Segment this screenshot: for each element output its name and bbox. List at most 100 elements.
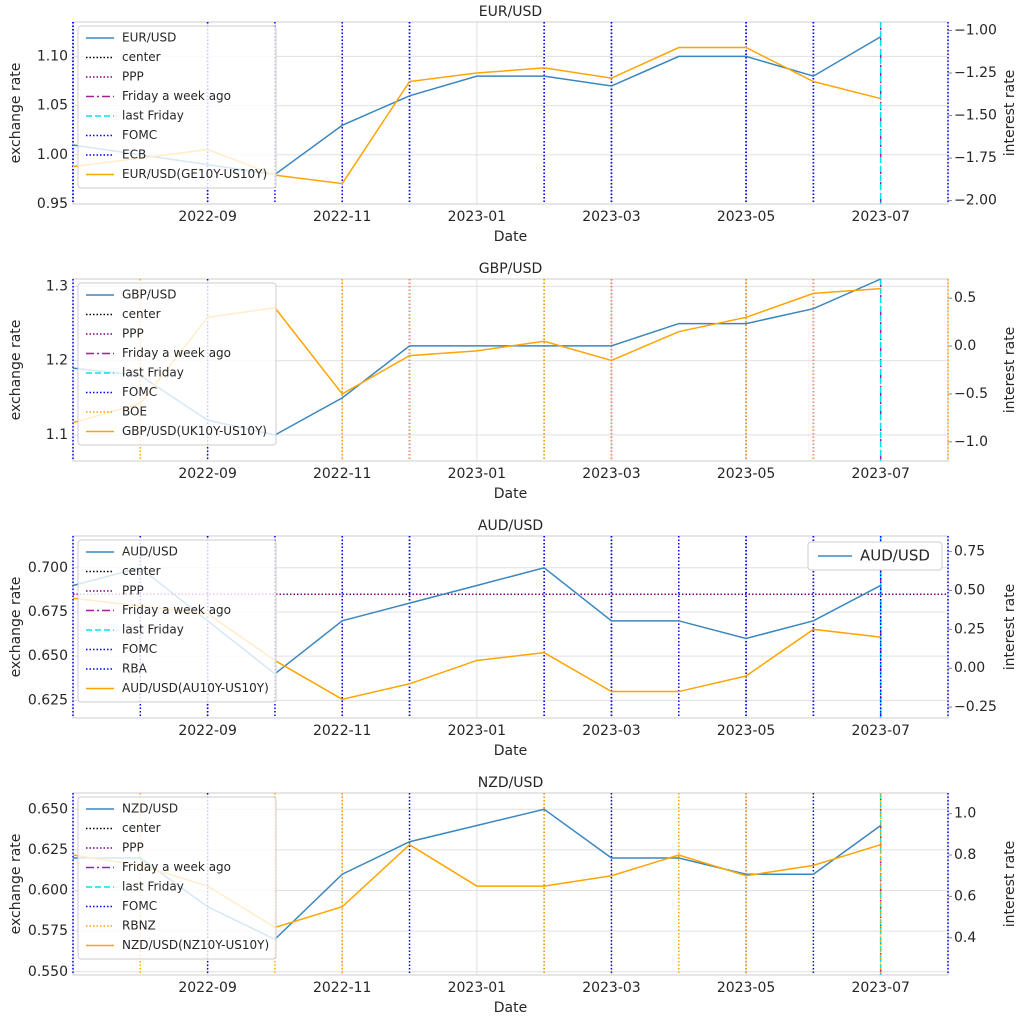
legend-label: last Friday — [122, 623, 184, 637]
y2-tick-label: −2.00 — [954, 193, 997, 209]
x-tick-label: 2022-11 — [313, 980, 372, 996]
y2-tick-label: 0.8 — [954, 847, 976, 863]
legend-label: NZD/USD(NZ10Y-US10Y) — [122, 938, 269, 952]
x-axis-label: Date — [494, 486, 527, 502]
x-tick-label: 2023-05 — [717, 209, 776, 225]
legend-label: GBP/USD(UK10Y-US10Y) — [122, 424, 267, 438]
y-tick-label: 0.600 — [28, 883, 68, 899]
x-tick-label: 2022-09 — [178, 723, 237, 739]
y2-axis-label: interest rate — [1002, 70, 1018, 157]
legend-label: Friday a week ago — [122, 89, 231, 103]
y2-tick-label: −0.5 — [954, 386, 988, 402]
x-tick-label: 2023-07 — [851, 980, 910, 996]
legend-label: BOE — [122, 405, 147, 419]
panel-title: EUR/USD — [479, 4, 542, 20]
y-tick-label: 0.95 — [37, 196, 68, 212]
legend-label: ECB — [122, 148, 146, 162]
legend-label: Friday a week ago — [122, 860, 231, 874]
y2-tick-label: 0.5 — [954, 290, 976, 306]
y2-tick-label: −1.25 — [954, 65, 997, 81]
y2-tick-label: 0.4 — [954, 930, 976, 946]
x-tick-label: 2022-09 — [178, 209, 237, 225]
legend-label: GBP/USD — [122, 288, 176, 302]
y-tick-label: 1.2 — [46, 353, 68, 369]
x-tick-label: 2023-03 — [582, 466, 641, 482]
y2-tick-label: −1.50 — [954, 108, 997, 124]
legend-label: center — [122, 564, 161, 578]
x-tick-label: 2023-05 — [717, 466, 776, 482]
y2-tick-label: 0.0 — [954, 338, 976, 354]
legend-label: Friday a week ago — [122, 603, 231, 617]
y2-axis-label: interest rate — [1002, 584, 1018, 671]
x-tick-label: 2023-01 — [448, 209, 507, 225]
y-tick-label: 1.05 — [37, 98, 68, 114]
y2-tick-label: −1.0 — [954, 434, 988, 450]
y2-tick-label: −0.25 — [954, 699, 997, 715]
legend-label: center — [122, 50, 161, 64]
legend-label: RBNZ — [122, 919, 156, 933]
legend-label: last Friday — [122, 366, 184, 380]
legend-label: FOMC — [122, 899, 157, 913]
y2-axis-label: interest rate — [1002, 841, 1018, 928]
legend-box — [77, 25, 277, 189]
y2-tick-label: 0.75 — [954, 544, 985, 560]
legend-label: FOMC — [122, 642, 157, 656]
y-tick-label: 0.700 — [28, 560, 68, 576]
x-tick-label: 2022-09 — [178, 980, 237, 996]
y-axis-label: exchange rate — [8, 834, 24, 935]
y-tick-label: 1.1 — [46, 427, 68, 443]
y-tick-label: 0.550 — [28, 964, 68, 980]
y-tick-label: 0.575 — [28, 923, 68, 939]
y2-tick-label: 0.50 — [954, 582, 985, 598]
legend-label: NZD/USD — [122, 802, 178, 816]
x-axis-label: Date — [494, 229, 527, 245]
x-tick-label: 2023-07 — [851, 723, 910, 739]
y-tick-label: 0.625 — [28, 692, 68, 708]
legend-label: PPP — [122, 584, 144, 598]
x-tick-label: 2022-11 — [313, 723, 372, 739]
x-tick-label: 2023-07 — [851, 466, 910, 482]
y2-tick-label: −1.00 — [954, 23, 997, 39]
x-axis-label: Date — [494, 1000, 527, 1016]
legend-label: RBA — [122, 662, 148, 676]
y-tick-label: 0.675 — [28, 604, 68, 620]
y2-tick-label: 0.25 — [954, 621, 985, 637]
x-tick-label: 2022-09 — [178, 466, 237, 482]
legend2-label: AUD/USD — [860, 547, 930, 565]
legend-label: EUR/USD(GE10Y-US10Y) — [122, 167, 267, 181]
y-tick-label: 0.650 — [28, 801, 68, 817]
x-tick-label: 2023-05 — [717, 980, 776, 996]
legend-label: PPP — [122, 841, 144, 855]
y2-tick-label: 0.00 — [954, 660, 985, 676]
legend-box — [77, 539, 277, 703]
legend-label: center — [122, 307, 161, 321]
legend-label: FOMC — [122, 385, 157, 399]
legend-label: AUD/USD — [122, 545, 178, 559]
legend2-box — [807, 541, 943, 571]
legend-label: EUR/USD — [122, 31, 176, 45]
y-tick-label: 0.625 — [28, 842, 68, 858]
y-tick-label: 1.00 — [37, 147, 68, 163]
x-tick-label: 2023-07 — [851, 209, 910, 225]
x-tick-label: 2023-03 — [582, 209, 641, 225]
legend-label: last Friday — [122, 109, 184, 123]
y-axis-label: exchange rate — [8, 320, 24, 421]
y-tick-label: 1.3 — [46, 278, 68, 294]
legend-label: PPP — [122, 70, 144, 84]
panel-title: AUD/USD — [478, 518, 543, 534]
legend-label: FOMC — [122, 128, 157, 142]
legend-box — [77, 282, 277, 446]
x-tick-label: 2023-01 — [448, 723, 507, 739]
x-tick-label: 2023-01 — [448, 466, 507, 482]
y2-tick-label: 0.6 — [954, 888, 976, 904]
x-tick-label: 2022-11 — [313, 466, 372, 482]
x-axis-label: Date — [494, 743, 527, 759]
x-tick-label: 2022-11 — [313, 209, 372, 225]
y2-tick-label: −1.75 — [954, 150, 997, 166]
x-tick-label: 2023-05 — [717, 723, 776, 739]
legend-label: Friday a week ago — [122, 346, 231, 360]
legend-box — [77, 796, 277, 960]
panel-title: GBP/USD — [479, 261, 543, 277]
y-axis-label: exchange rate — [8, 577, 24, 678]
